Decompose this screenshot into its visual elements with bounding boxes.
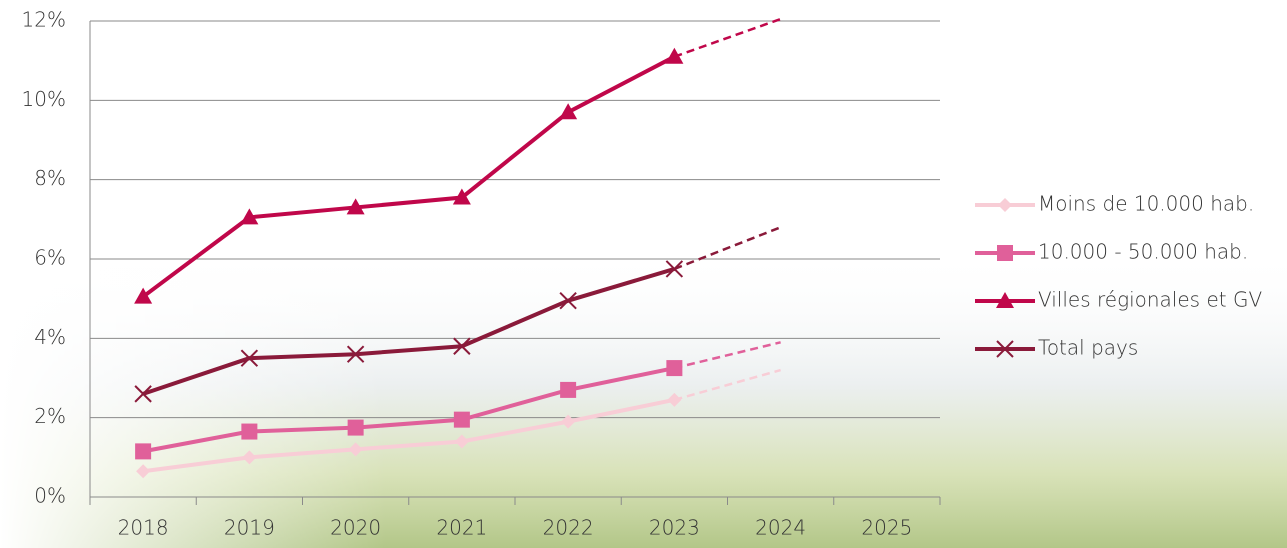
y-tick-label: 10%	[22, 87, 66, 111]
x-tick-label: 2018	[118, 516, 169, 540]
marker	[666, 360, 682, 376]
marker	[997, 245, 1013, 261]
y-tick-label: 12%	[22, 8, 66, 32]
marker	[560, 382, 576, 398]
x-tick-label: 2024	[755, 516, 806, 540]
marker	[241, 424, 257, 440]
legend-item: Moins de 10.000 hab.	[975, 192, 1254, 216]
marker	[998, 198, 1012, 212]
legend-label: Moins de 10.000 hab.	[1038, 192, 1254, 216]
page: {"chart_data": {"type": "line", "categor…	[0, 0, 1287, 548]
x-tick-label: 2019	[224, 516, 275, 540]
y-tick-label: 2%	[34, 404, 66, 428]
legend-label: Villes régionales et GV	[1038, 288, 1262, 312]
y-tick-label: 4%	[34, 325, 66, 349]
x-tick-label: 2021	[436, 516, 487, 540]
x-tick-label: 2023	[649, 516, 700, 540]
x-tick-label: 2022	[543, 516, 594, 540]
x-tick-label: 2025	[861, 516, 912, 540]
x-tick-label: 2020	[330, 516, 381, 540]
y-tick-label: 6%	[34, 246, 66, 270]
marker	[559, 103, 577, 119]
trend-line	[674, 19, 780, 57]
legend-label: Total pays	[1038, 336, 1138, 360]
marker	[454, 412, 470, 428]
chart: 0% 2% 4% 6% 8% 10% 12% 2018 2019 2020 2021 2022 2023…	[0, 0, 1287, 548]
marker	[135, 443, 151, 459]
marker	[348, 420, 364, 436]
legend-label: 10.000 - 50.000 hab.	[1038, 240, 1248, 264]
y-tick-label: 0%	[34, 484, 66, 508]
y-tick-label: 8%	[34, 166, 66, 190]
